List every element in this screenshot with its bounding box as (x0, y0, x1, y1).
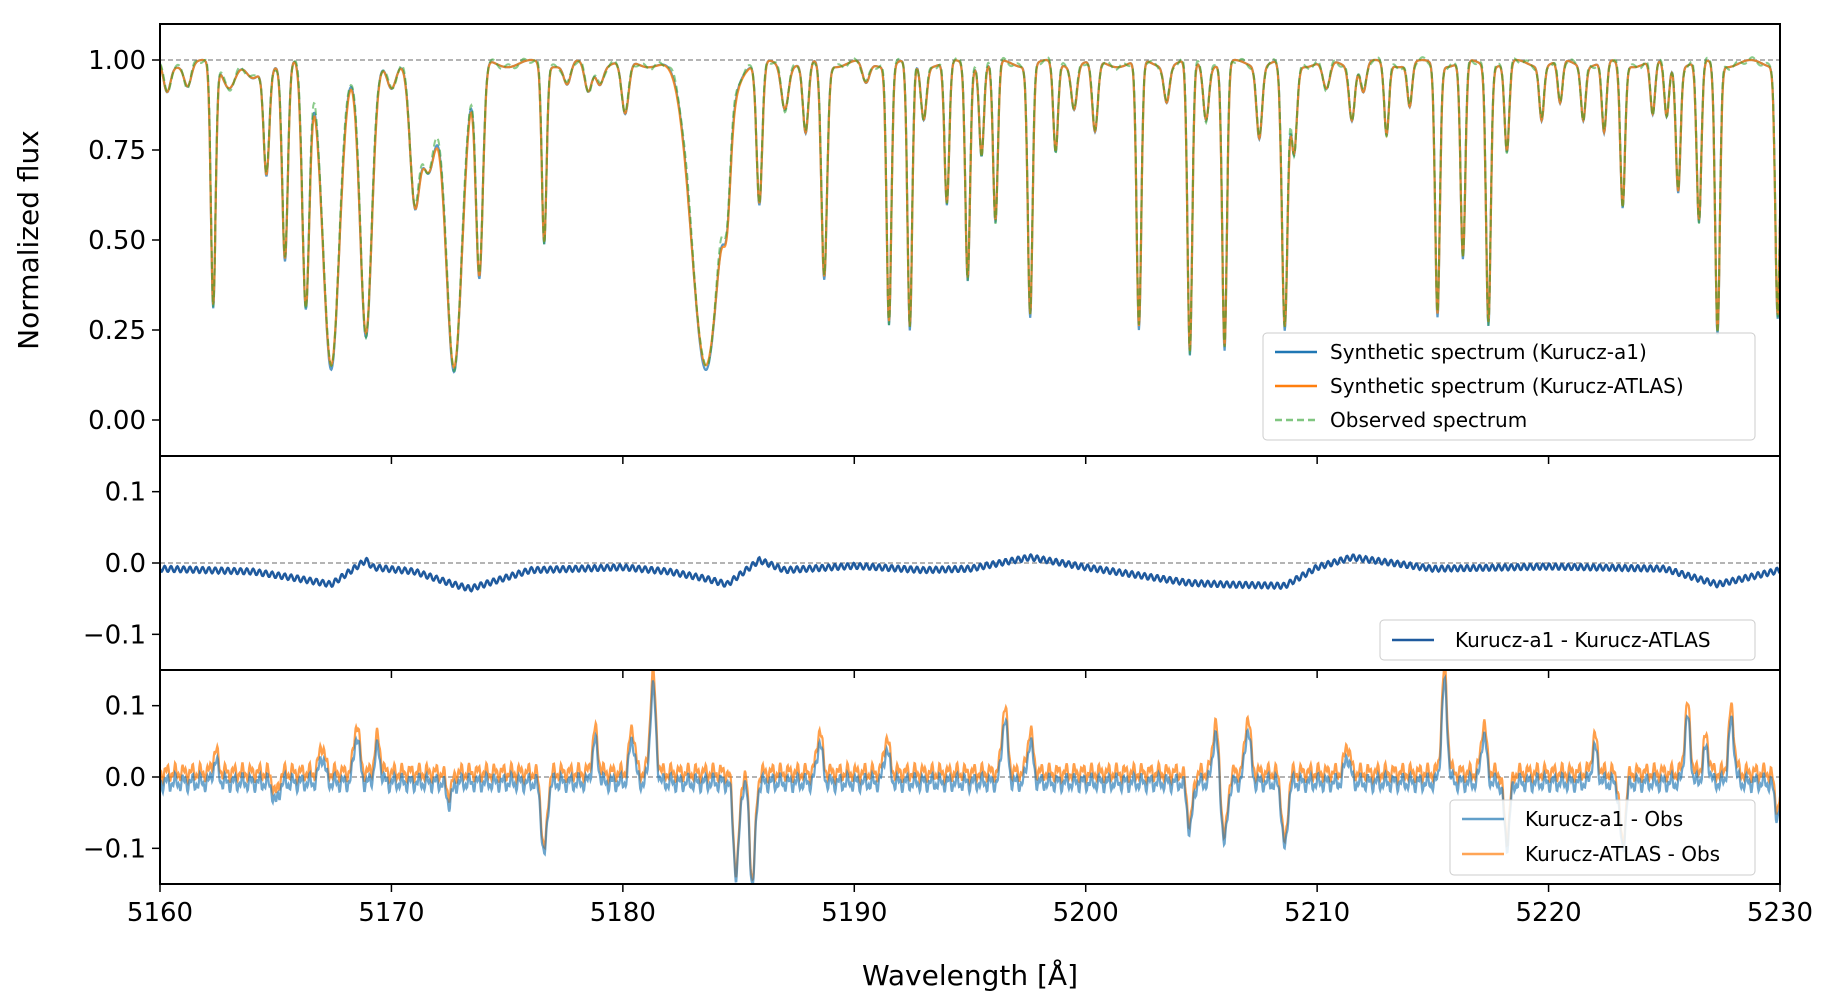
y-tick-label: −0.1 (83, 834, 146, 864)
x-tick-label: 5190 (821, 898, 887, 928)
residuals-panel-frame (159, 669, 1781, 885)
y-tick-label: 0.0 (105, 763, 146, 793)
x-tick-label: 5210 (1284, 898, 1350, 928)
spectra-panel: 0.00 0.25 0.50 0.75 1.00 Normalized flux Syn… (12, 23, 1781, 457)
y-tick-label: 0.50 (88, 226, 146, 256)
x-tick-label: 5170 (358, 898, 424, 928)
x-tick-label: 5200 (1053, 898, 1119, 928)
legend-label-kurucz-atlas-obs: Kurucz-ATLAS - Obs (1525, 842, 1720, 866)
y-tick-label: 0.0 (105, 549, 146, 579)
wavelength-x-ticks: 5160 5170 5180 5190 5200 5210 5220 5230 (127, 456, 1813, 928)
spectra-y-axis-label: Normalized flux (12, 130, 45, 350)
y-tick-label: 0.25 (88, 316, 146, 346)
observed-spectrum-line (160, 56, 1780, 373)
spectra-y-ticks: 0.00 0.25 0.50 0.75 1.00 (88, 46, 160, 436)
model-difference-panel: 0.1 0.0 −0.1 Kurucz-a1 - Kurucz-ATLAS (83, 455, 1781, 671)
residuals-legend: Kurucz-a1 - Obs Kurucz-ATLAS - Obs (1449, 799, 1756, 876)
y-tick-label: 1.00 (88, 46, 146, 76)
x-tick-label: 5220 (1515, 898, 1581, 928)
legend-label-observed: Observed spectrum (1330, 408, 1527, 432)
y-tick-label: 0.00 (88, 406, 146, 436)
residuals-panel: 0.1 0.0 −0.1 Kurucz-a1 - Obs Kurucz-ATLAS … (83, 669, 1781, 885)
x-tick-label: 5230 (1747, 898, 1813, 928)
legend-label-kurucz-a1-obs: Kurucz-a1 - Obs (1525, 807, 1683, 831)
y-tick-label: 0.1 (105, 692, 146, 722)
model-difference-line (160, 553, 1780, 593)
y-tick-label: 0.1 (105, 478, 146, 508)
legend-label-model-difference: Kurucz-a1 - Kurucz-ATLAS (1455, 628, 1711, 652)
x-tick-label: 5180 (590, 898, 656, 928)
legend-label-kurucz-atlas: Synthetic spectrum (Kurucz-ATLAS) (1330, 374, 1684, 398)
y-tick-label: −0.1 (83, 620, 146, 650)
y-tick-label: 0.75 (88, 136, 146, 166)
residuals-y-ticks: 0.1 0.0 −0.1 (83, 692, 160, 864)
legend-label-kurucz-a1: Synthetic spectrum (Kurucz-a1) (1330, 340, 1647, 364)
spectra-legend: Synthetic spectrum (Kurucz-a1) Synthetic… (1262, 332, 1756, 441)
wavelength-x-axis-label: Wavelength [Å] (862, 958, 1078, 992)
x-tick-label: 5160 (127, 898, 193, 928)
model-difference-y-ticks: 0.1 0.0 −0.1 (83, 478, 160, 650)
model-difference-legend: Kurucz-a1 - Kurucz-ATLAS (1379, 619, 1756, 661)
